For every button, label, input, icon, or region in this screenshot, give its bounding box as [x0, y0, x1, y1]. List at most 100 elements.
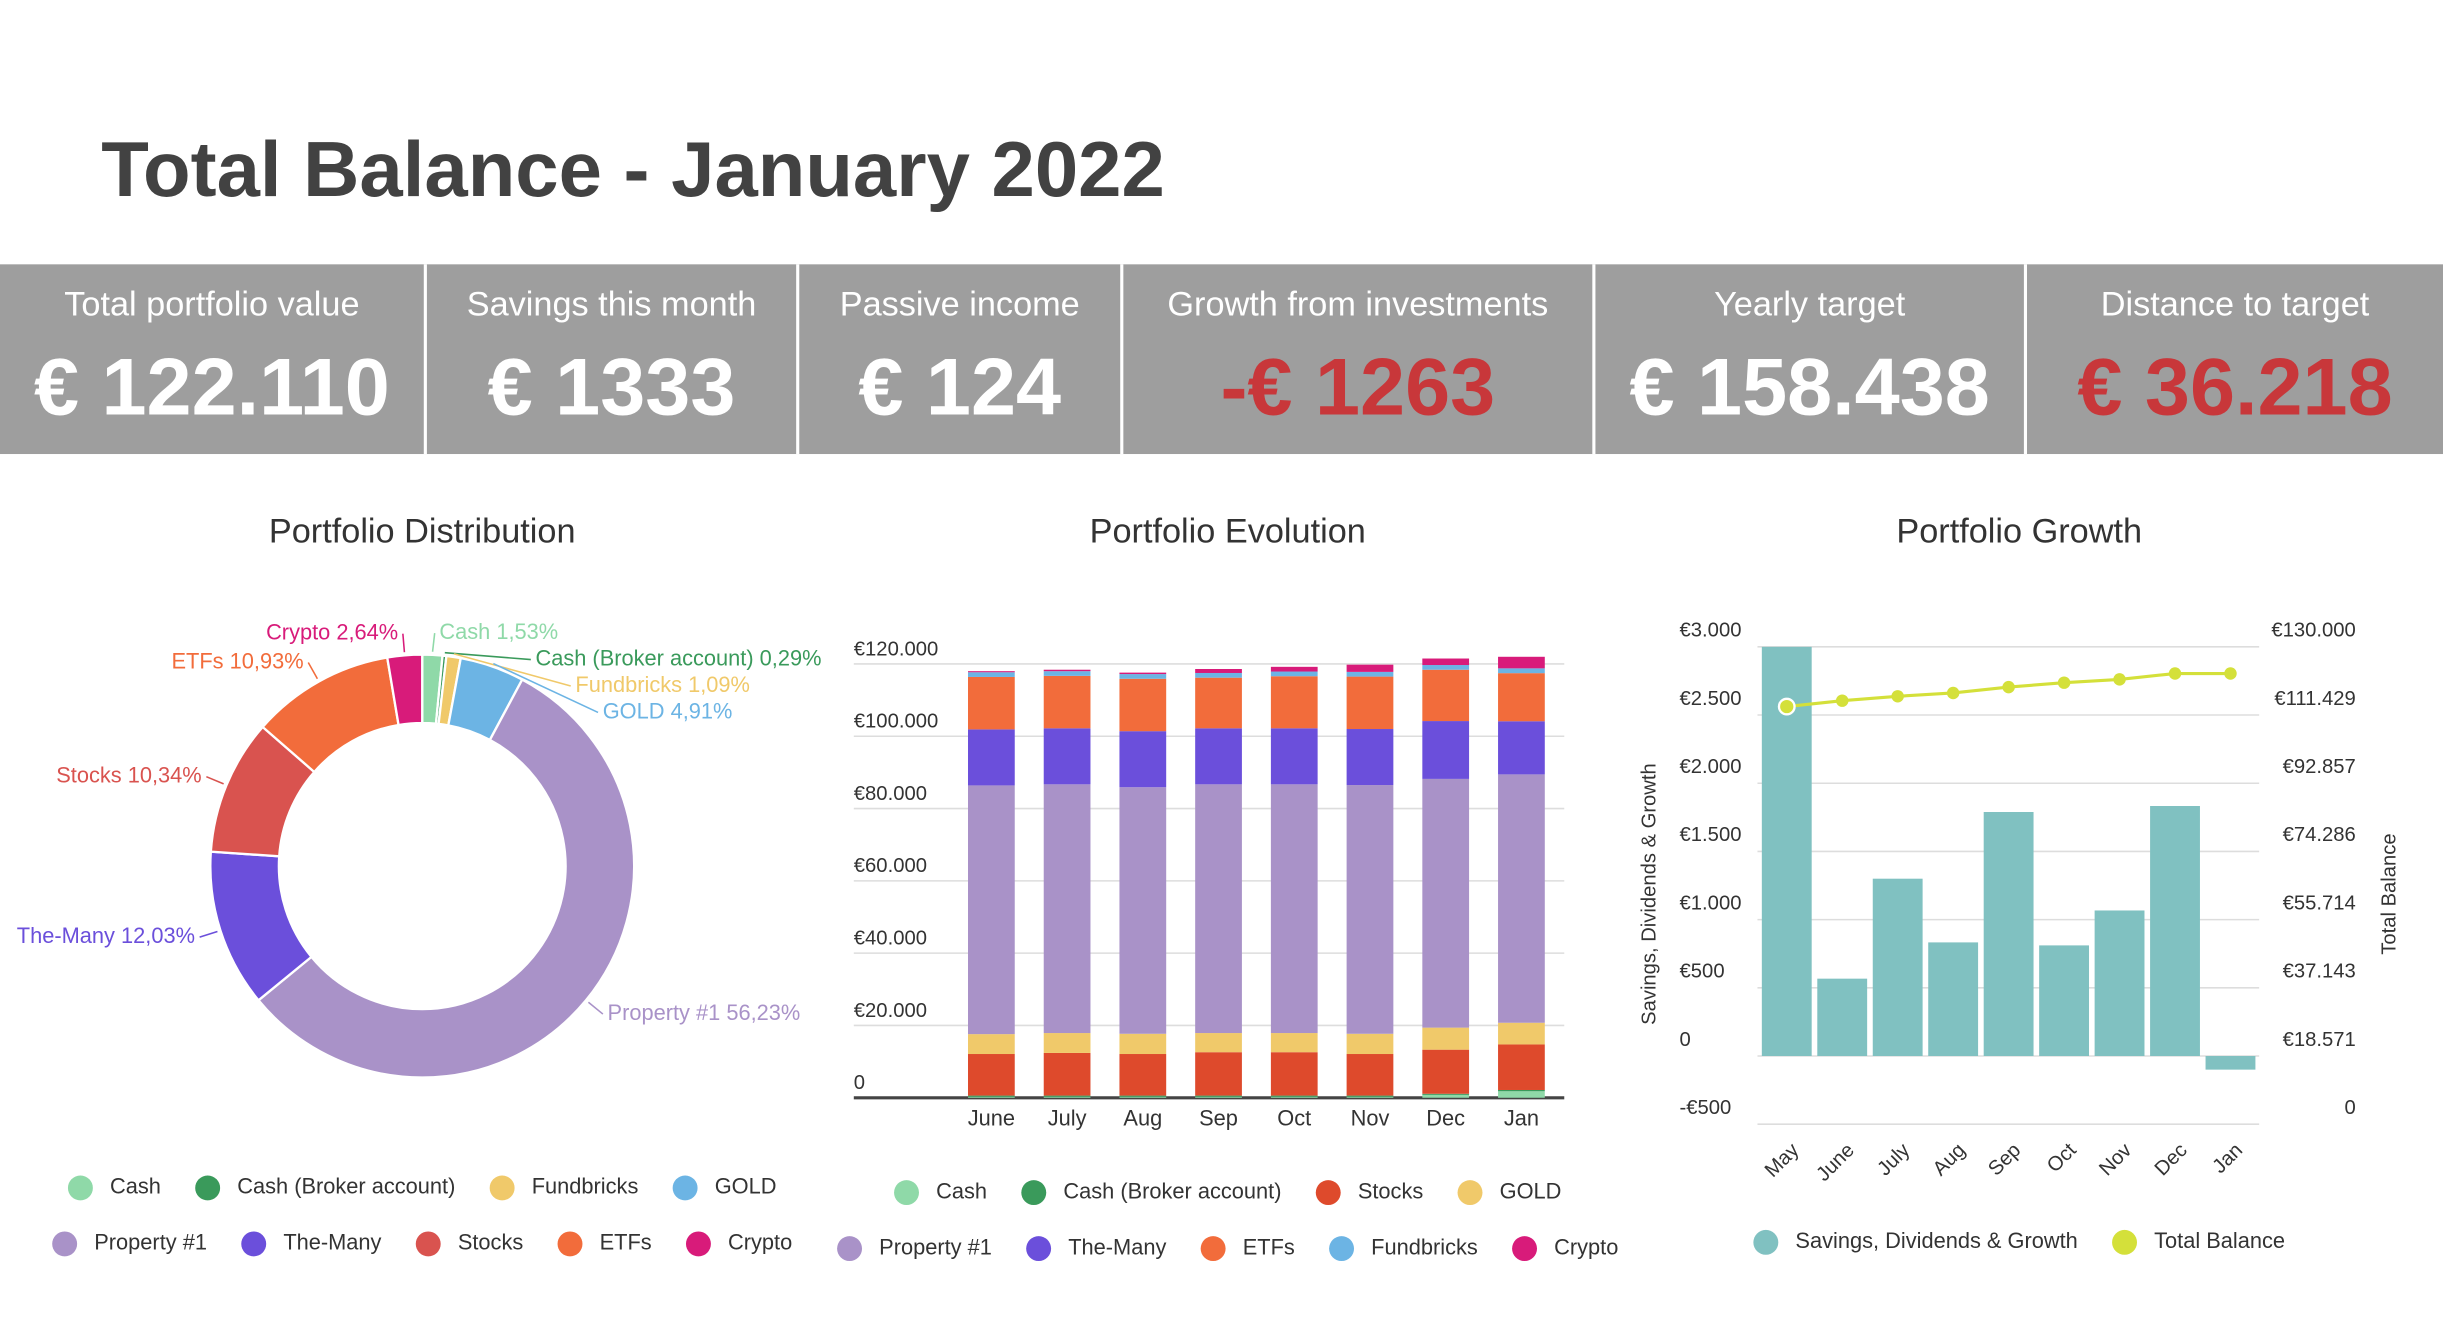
pie-leader [453, 653, 571, 687]
kpi-label: Yearly target [1714, 285, 1906, 323]
y-tick-label: €2.000 [1680, 756, 1742, 778]
kpi-separator [2023, 264, 2028, 455]
bar-segment [1270, 1052, 1318, 1096]
line-point [2224, 667, 2237, 680]
legend-row: Property #1 The-Many Stocks ETFs Crypto [52, 1230, 792, 1257]
bar-segment [1195, 728, 1242, 785]
bar [2094, 910, 2145, 1056]
legend-label: Total Balance [2154, 1228, 2285, 1253]
pie-label-value: 2,64% [336, 619, 398, 644]
kpi-value: € 36.218 [2077, 343, 2392, 433]
chart-title: Portfolio Evolution [1090, 512, 1366, 550]
bar-segment [968, 785, 1015, 1035]
legend-swatch [557, 1231, 583, 1257]
bar-segment [968, 1054, 1015, 1096]
bar [1983, 812, 2034, 1056]
bar-segment [1422, 658, 1470, 666]
legend-label: Crypto [1554, 1234, 1618, 1259]
pie-leader [493, 662, 599, 714]
legend-label: Crypto [728, 1230, 792, 1255]
legend-label: The-Many [1068, 1234, 1166, 1259]
chart-title: Portfolio Distribution [269, 512, 576, 550]
legend-swatch [1200, 1236, 1226, 1262]
line-point [2002, 680, 2015, 694]
kpi-label: Growth from investments [1167, 285, 1548, 323]
bar-segment [968, 676, 1015, 730]
bar-segment [1195, 1096, 1242, 1098]
bar-segment [1195, 677, 1242, 729]
bar-segment [1043, 1096, 1091, 1098]
bar-segment [968, 1034, 1015, 1055]
bar-segment [1270, 676, 1318, 729]
bar [1817, 978, 1868, 1056]
x-tick-label: Jan [1504, 1105, 1539, 1130]
legend-label: Fundbricks [1371, 1234, 1478, 1259]
bar-segment [968, 1096, 1015, 1098]
x-tick-label: June [968, 1105, 1015, 1130]
bar-segment [1346, 664, 1394, 672]
bar-segment [1119, 787, 1167, 1034]
bar-segment [1498, 1044, 1545, 1090]
bar-segment [1498, 721, 1545, 775]
legend-swatch [195, 1175, 221, 1201]
kpi-separator [423, 264, 427, 455]
x-tick-label: Oct [2043, 1139, 2081, 1177]
bar-segment [1270, 1095, 1318, 1097]
legend-swatch [52, 1231, 78, 1257]
pie-label-name: Fundbricks [575, 672, 682, 697]
bar-segment [1422, 1094, 1470, 1098]
pie-label: GOLD 4,91% [603, 698, 733, 723]
y-tick-label: €120.000 [854, 638, 938, 660]
x-tick-label: Nov [1351, 1105, 1390, 1130]
kpi-value: € 124 [858, 343, 1061, 433]
x-tick-label: June [1812, 1139, 1859, 1186]
bar-segment [1498, 1089, 1545, 1092]
y2-tick-label: €111.429 [2274, 688, 2355, 710]
x-tick-label: Dec [2151, 1139, 2192, 1180]
pie-label-value: 1,09% [688, 672, 750, 697]
y2-tick-label: €74.286 [2283, 824, 2356, 846]
bar-segment [1195, 1095, 1242, 1097]
y2-tick-label: €92.857 [2283, 756, 2356, 778]
pie-label-value: 56,23% [726, 1000, 800, 1025]
pie-label-value: 10,34% [128, 762, 202, 787]
kpi-value: € 158.438 [1629, 343, 1989, 433]
kpi-value: -€ 1263 [1220, 343, 1495, 433]
bar-segment [1422, 778, 1470, 1028]
y-tick-label: €3.000 [1680, 620, 1742, 642]
bar-segment [1498, 1022, 1545, 1045]
y2-tick-label: €130.000 [2271, 620, 2355, 642]
bar-segment [1043, 669, 1091, 672]
bar-segment [1346, 676, 1394, 730]
pie-label-name: Stocks [56, 762, 122, 787]
legend-swatch [2112, 1229, 2138, 1255]
y-tick-label: €500 [1680, 961, 1725, 983]
y-axis-title: Savings, Dividends & Growth [1638, 763, 1660, 1025]
page-title: Total Balance - January 2022 [101, 127, 1165, 213]
bar-segment [1498, 673, 1545, 722]
legend-label: Property #1 [94, 1230, 207, 1255]
bar-segment [1119, 1096, 1167, 1098]
line-point [2168, 667, 2182, 680]
x-tick-label: Oct [1277, 1105, 1311, 1130]
legend-swatch [685, 1231, 711, 1257]
legend-swatch [1753, 1229, 1779, 1255]
line-point [2113, 673, 2126, 686]
pie-label-value: 4,91% [671, 698, 733, 723]
pie-label-name: Crypto [266, 619, 330, 644]
pie-label-name: Cash (Broker account) [535, 645, 753, 670]
bar-segment [1119, 731, 1167, 788]
legend-row: Property #1 The-Many ETFs Fundbricks Crypto [837, 1234, 1618, 1262]
bar-segment [1043, 675, 1091, 729]
legend-swatch [1512, 1236, 1538, 1262]
x-tick-label: Dec [1426, 1105, 1465, 1130]
bar-segment [1043, 1095, 1091, 1097]
bar-segment [1422, 665, 1470, 670]
bar-segment [1346, 1033, 1394, 1055]
pie-label-value: 0,29% [760, 645, 822, 670]
bar [2150, 806, 2200, 1056]
bar-segment [1270, 671, 1318, 677]
legend-swatch [894, 1180, 919, 1206]
legend-label: GOLD [1500, 1178, 1562, 1203]
legend-row: Savings, Dividends & Growth Total Balance [1753, 1228, 2285, 1255]
